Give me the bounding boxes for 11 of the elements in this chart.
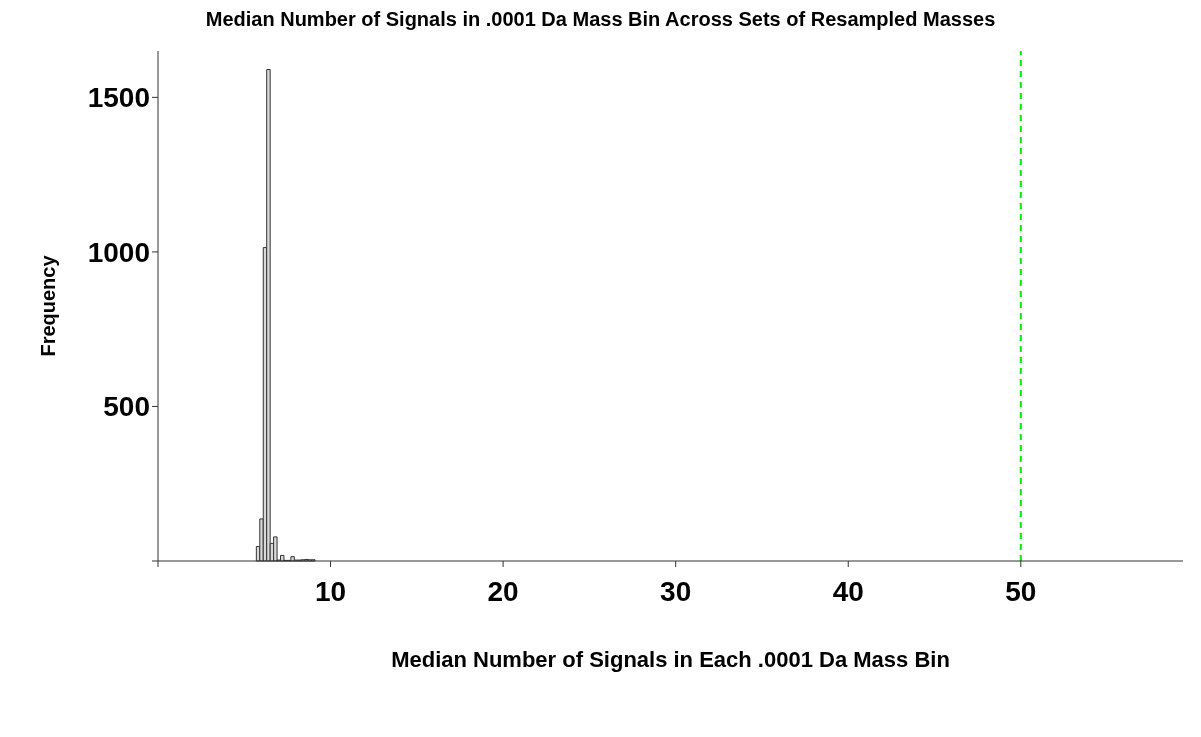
y-axis-title: Frequency	[37, 254, 60, 357]
x-axis-title: Median Number of Signals in Each .0001 Da Mass Bin	[391, 646, 950, 672]
y-tick-label: 500	[103, 391, 150, 423]
y-tick-label: 1500	[87, 82, 150, 114]
x-tick-label: 30	[660, 575, 692, 607]
x-tick-label: 40	[832, 575, 864, 607]
x-tick-label: 20	[487, 575, 519, 607]
chart-title: Median Number of Signals in .0001 Da Mass Bin Across Sets of Resampled Masses	[204, 8, 997, 31]
x-tick-label: 10	[314, 575, 347, 607]
y-tick-label: 1000	[87, 236, 150, 268]
x-tick-label: 50	[1005, 575, 1037, 607]
